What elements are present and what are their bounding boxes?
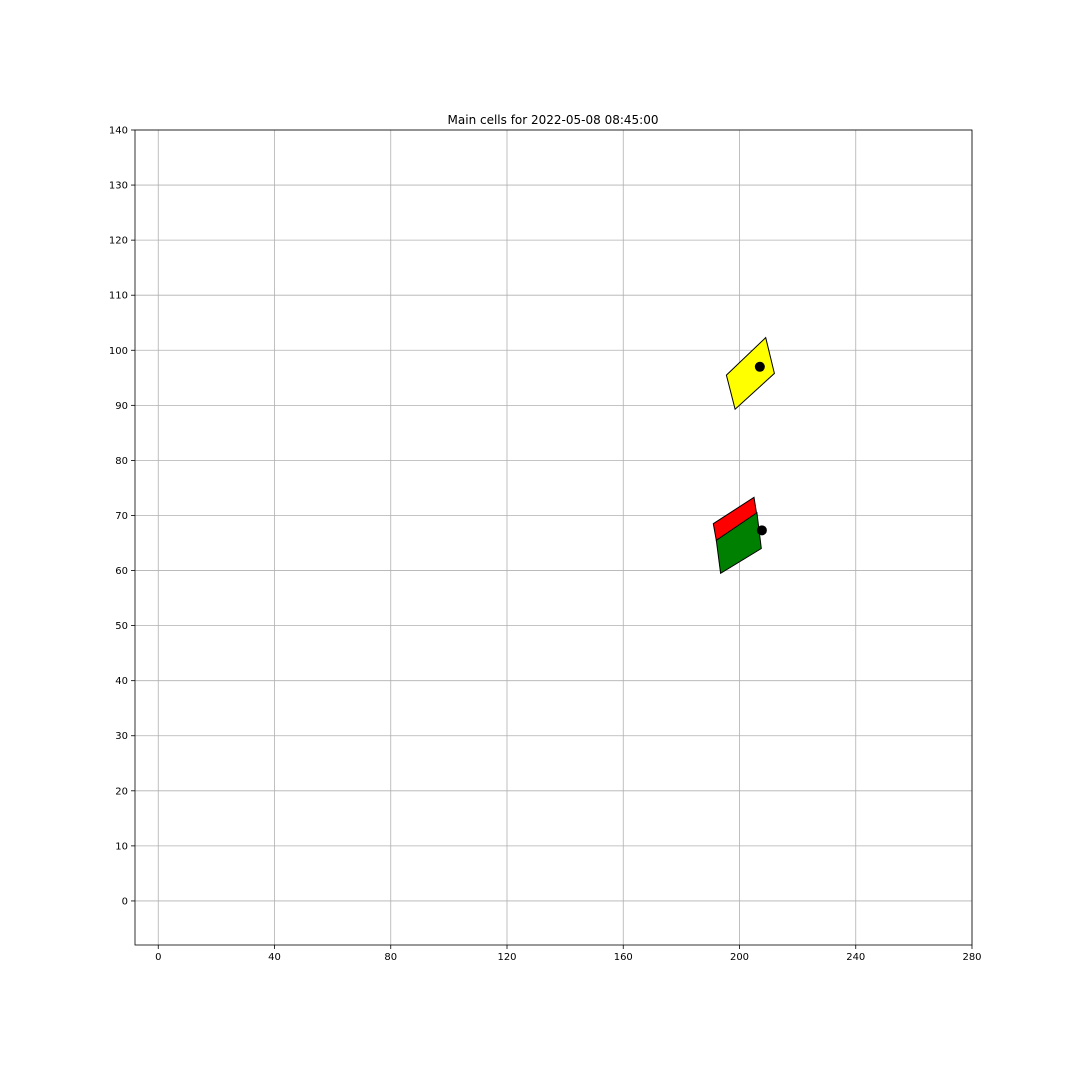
y-tick-label: 60 [115, 566, 128, 577]
axis-ticks: 0 40 80 120 160 200 240 280 0 10 20 30 40 50 60 70 80 90 1… [109, 126, 982, 964]
y-tick-label: 0 [122, 896, 128, 907]
cell-polygons [712, 336, 775, 575]
y-tick-label: 40 [115, 676, 128, 687]
cell-centroids [754, 361, 767, 536]
y-tick-label: 100 [109, 346, 128, 357]
chart-title: Main cells for 2022-05-08 08:45:00 [448, 113, 659, 127]
y-tick-label: 50 [115, 621, 128, 632]
centroid-point [754, 361, 765, 372]
x-tick-label: 200 [730, 952, 749, 963]
plot-frame [134, 129, 973, 946]
x-tick-label: 280 [962, 952, 981, 963]
x-tick-label: 0 [155, 952, 161, 963]
x-tick-label: 160 [614, 952, 633, 963]
cell-polygon [715, 511, 762, 575]
y-tick-label: 120 [109, 236, 128, 247]
y-tick-label: 80 [115, 456, 128, 467]
x-tick-label: 240 [846, 952, 865, 963]
y-tick-label: 70 [115, 511, 128, 522]
x-tick-label: 80 [384, 952, 397, 963]
y-tick-label: 30 [115, 731, 128, 742]
cell-polygon [725, 336, 775, 411]
grid [135, 129, 973, 945]
x-tick-label: 40 [268, 952, 281, 963]
y-tick-label: 10 [115, 841, 128, 852]
y-tick-label: 90 [115, 401, 128, 412]
centroid-point [756, 525, 767, 536]
y-tick-label: 140 [109, 126, 128, 137]
x-tick-label: 120 [497, 952, 516, 963]
y-tick-label: 130 [109, 181, 128, 192]
y-tick-label: 110 [109, 291, 128, 302]
y-tick-label: 20 [115, 786, 128, 797]
